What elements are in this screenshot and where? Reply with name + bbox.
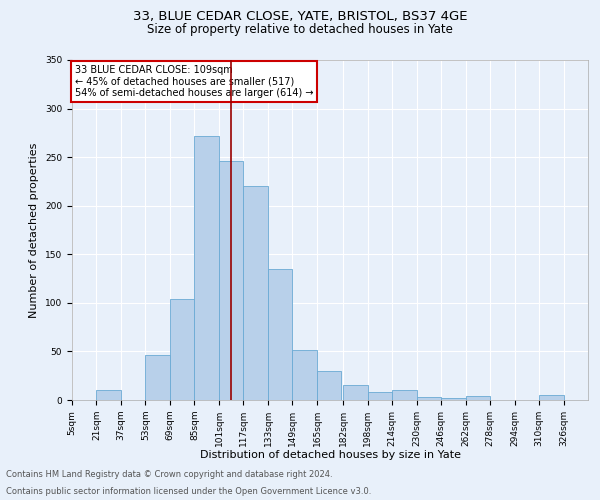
Bar: [219, 161, 244, 400]
Bar: [441, 398, 466, 400]
Text: Contains HM Land Registry data © Crown copyright and database right 2024.: Contains HM Land Registry data © Crown c…: [6, 470, 332, 479]
Text: Contains public sector information licensed under the Open Government Licence v3: Contains public sector information licen…: [6, 487, 371, 496]
Bar: [466, 396, 490, 400]
Bar: [343, 386, 368, 400]
Bar: [268, 269, 292, 400]
Text: Size of property relative to detached houses in Yate: Size of property relative to detached ho…: [147, 22, 453, 36]
Bar: [145, 356, 170, 400]
Bar: [292, 350, 317, 400]
Text: 33 BLUE CEDAR CLOSE: 109sqm
← 45% of detached houses are smaller (517)
54% of se: 33 BLUE CEDAR CLOSE: 109sqm ← 45% of det…: [74, 65, 313, 98]
Bar: [194, 136, 219, 400]
Bar: [170, 299, 194, 400]
Text: 33, BLUE CEDAR CLOSE, YATE, BRISTOL, BS37 4GE: 33, BLUE CEDAR CLOSE, YATE, BRISTOL, BS3…: [133, 10, 467, 23]
Bar: [539, 395, 563, 400]
X-axis label: Distribution of detached houses by size in Yate: Distribution of detached houses by size …: [199, 450, 461, 460]
Bar: [97, 390, 121, 400]
Y-axis label: Number of detached properties: Number of detached properties: [29, 142, 40, 318]
Bar: [317, 371, 341, 400]
Bar: [244, 186, 268, 400]
Bar: [416, 397, 441, 400]
Bar: [368, 392, 392, 400]
Bar: [392, 390, 416, 400]
